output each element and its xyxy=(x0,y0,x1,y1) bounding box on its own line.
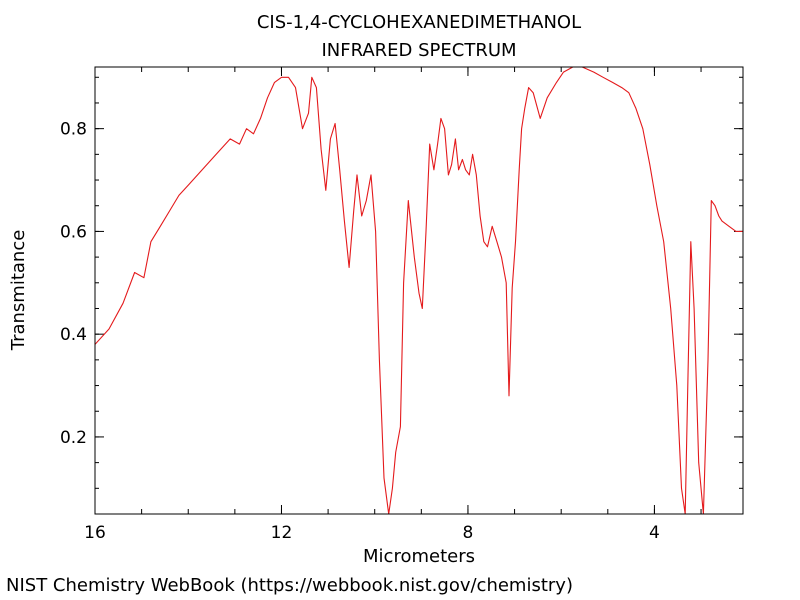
y-tick-label: 0.8 xyxy=(60,120,87,140)
source-credit: NIST Chemistry WebBook (https://webbook.… xyxy=(6,575,573,596)
chart-title: CIS-1,4-CYCLOHEXANEDIMETHANOL xyxy=(257,12,581,33)
plot-frame xyxy=(94,66,744,515)
y-tick-label: 0.2 xyxy=(60,428,87,448)
axis-ticks: 16 12 8 4 0.2 0.4 0.6 0.8 xyxy=(60,67,743,543)
x-axis-label: Micrometers xyxy=(363,546,475,567)
spectrum-series xyxy=(95,67,743,514)
x-tick-label: 12 xyxy=(271,523,293,543)
y-axis-label: Transmitance xyxy=(8,230,29,352)
y-tick-label: 0.4 xyxy=(60,325,87,345)
y-tick-label: 0.6 xyxy=(60,222,87,242)
x-tick-label: 8 xyxy=(463,523,474,543)
chart-subtitle: INFRARED SPECTRUM xyxy=(321,40,516,61)
x-tick-label: 4 xyxy=(649,523,660,543)
x-tick-label: 16 xyxy=(84,523,106,543)
spectrum-line-0 xyxy=(95,67,743,514)
